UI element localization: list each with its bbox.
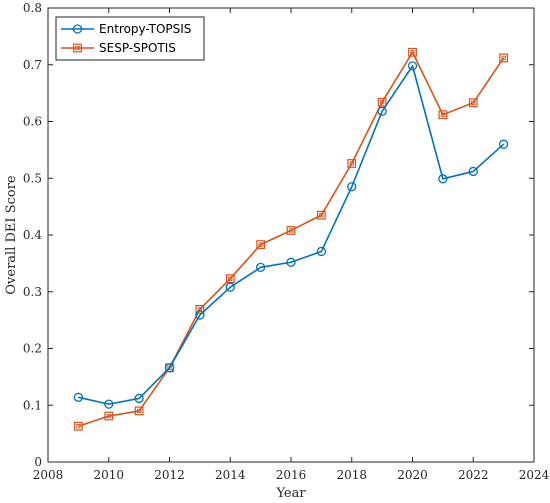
x-tick-label: 2010: [93, 468, 124, 482]
x-tick-label: 2014: [215, 468, 246, 482]
x-tick-label: 2020: [397, 468, 428, 482]
entropy-topsis-point: [73, 392, 84, 402]
x-tick-label: 2018: [336, 468, 367, 482]
entropy-topsis-point: [164, 363, 175, 373]
sesp-spotis-point: [438, 110, 448, 120]
sesp-spotis-point: [286, 226, 296, 235]
entropy-topsis-point: [316, 246, 327, 257]
legend-entry-entropy-topsis: Entropy-TOPSIS: [61, 22, 191, 36]
axis-ticks: [47, 7, 535, 463]
series-entropy-topsis: [73, 61, 509, 409]
sesp-spotis-line: [78, 51, 505, 428]
x-tick-label: 2012: [154, 468, 185, 482]
y-tick-label: 0.6: [23, 115, 42, 129]
sesp-spotis-point: [408, 47, 417, 57]
entropy-topsis-point: [195, 310, 205, 320]
sesp-spotis-point: [347, 159, 357, 168]
entropy-topsis-point: [255, 262, 266, 272]
series-sesp-spotis: [73, 47, 509, 431]
y-tick-label: 0.3: [23, 285, 42, 299]
sesp-spotis-point: [256, 240, 266, 250]
y-tick-label: 0: [34, 455, 42, 469]
entropy-topsis-point: [498, 139, 509, 149]
legend-marker: [73, 43, 82, 53]
y-tick-label: 0.4: [23, 228, 42, 242]
entropy-topsis-point: [286, 257, 296, 267]
series-layer: [73, 47, 509, 431]
legend-entry-sesp-spotis: SESP-SPOTIS: [61, 41, 176, 55]
sesp-spotis-point: [73, 421, 83, 431]
x-tick-label: 2024: [519, 468, 550, 482]
legend-label: SESP-SPOTIS: [99, 41, 176, 55]
entropy-topsis-point: [134, 393, 144, 404]
entropy-topsis-point: [468, 166, 478, 177]
sesp-spotis-point: [225, 274, 235, 284]
sesp-spotis-point: [468, 98, 478, 108]
y-tick-labels: 0 0.1 0.2 0.3 0.4 0.5 0.6 0.7 0.8: [23, 1, 42, 469]
entropy-topsis-point: [347, 182, 357, 192]
plot-area: [47, 7, 535, 463]
sesp-spotis-point: [377, 97, 387, 107]
entropy-topsis-line: [78, 65, 505, 405]
entropy-topsis-point: [438, 174, 448, 184]
legend-label: Entropy-TOPSIS: [99, 22, 191, 36]
x-tick-label: 2008: [33, 468, 64, 482]
entropy-topsis-point: [225, 282, 235, 292]
y-tick-label: 0.2: [23, 342, 42, 356]
entropy-topsis-point: [407, 61, 418, 71]
sesp-spotis-point: [499, 53, 509, 63]
sesp-spotis-point: [134, 406, 144, 416]
sesp-spotis-point: [104, 411, 114, 421]
x-axis-title: Year: [275, 486, 306, 501]
y-tick-label: 0.7: [23, 58, 42, 72]
x-tick-labels: 2008 2010 2012 2014 2016 2018 2020 2022 2024: [33, 468, 550, 482]
x-tick-label: 2022: [458, 468, 489, 482]
legend-marker: [72, 24, 83, 34]
x-tick-label: 2016: [276, 468, 307, 482]
legend: Entropy-TOPSIS SESP-SPOTIS: [55, 16, 205, 61]
sesp-spotis-point: [316, 210, 326, 220]
y-axis-title: Overall DEI Score: [4, 175, 19, 295]
legend-box: [55, 16, 205, 61]
y-tick-label: 0.8: [23, 1, 42, 15]
entropy-topsis-point: [104, 399, 114, 409]
entropy-topsis-point: [377, 106, 387, 116]
y-tick-label: 0.1: [23, 398, 42, 412]
y-tick-label: 0.5: [23, 171, 42, 185]
